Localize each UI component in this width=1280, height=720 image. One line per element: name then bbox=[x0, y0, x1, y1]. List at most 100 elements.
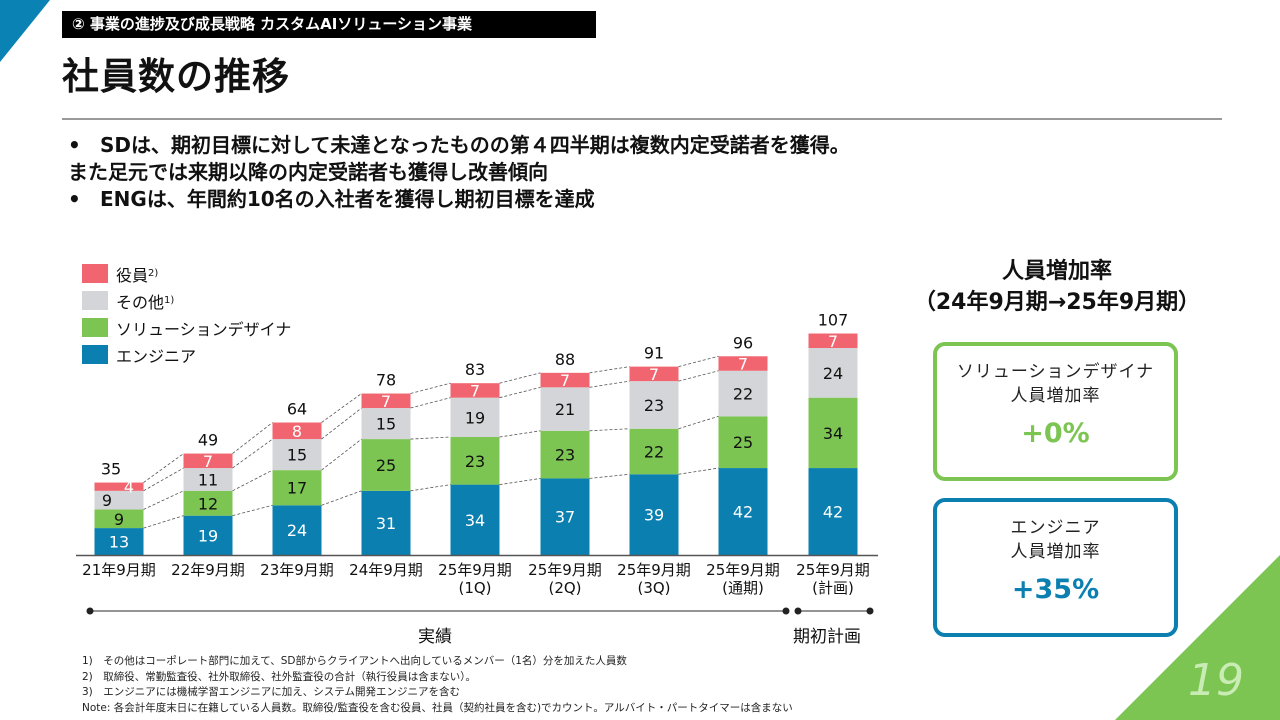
bar-segment-engineer bbox=[361, 490, 411, 555]
phase-endpoint-dot bbox=[794, 607, 802, 615]
connector-line bbox=[232, 469, 273, 492]
bar-segment-executive bbox=[629, 366, 679, 382]
connector-line bbox=[589, 380, 630, 388]
bar-segment-engineer bbox=[718, 468, 768, 555]
bar-segment-label: 31 bbox=[376, 514, 396, 533]
legend-label: ソリューションデザイナ bbox=[116, 319, 292, 339]
bar-segment-executive bbox=[94, 482, 144, 491]
bar-segment-label: 24 bbox=[823, 364, 843, 383]
bar-total-label: 78 bbox=[376, 371, 396, 390]
bar-segment-label: 23 bbox=[465, 452, 485, 471]
connector-line bbox=[410, 484, 451, 492]
bar-segment-solution-designer bbox=[629, 428, 679, 475]
x-tick-label: 22年9月期 bbox=[171, 561, 245, 579]
phase-label-plan: 期初計画 bbox=[793, 627, 861, 647]
x-tick-label: (通期) bbox=[722, 579, 764, 597]
corner-decoration-top-left bbox=[0, 0, 50, 62]
corner-decoration-bottom-right bbox=[1115, 555, 1280, 720]
footnote-3: 3) エンジニアには機械学習エンジニアに加え、システム開発エンジニアを含む bbox=[82, 686, 460, 698]
connector-line bbox=[589, 473, 630, 479]
bar-segment-label: 25 bbox=[376, 456, 396, 475]
bar-total-label: 96 bbox=[733, 333, 753, 352]
connector-line bbox=[410, 397, 451, 409]
bar-segment-engineer bbox=[629, 474, 679, 555]
bar-segment-solution-designer bbox=[361, 439, 411, 491]
bar-segment-label: 25 bbox=[733, 433, 753, 452]
bar-segment-label: 42 bbox=[733, 503, 753, 522]
x-tick-label: (3Q) bbox=[637, 579, 670, 597]
footnotes: 1) その他はコーポレート部門に加えて、SD部からクライアントへ出向しているメン… bbox=[82, 654, 793, 716]
bar-segment-label: 12 bbox=[198, 494, 218, 513]
bar-segment-solution-designer bbox=[272, 470, 322, 506]
connector-line bbox=[143, 453, 184, 483]
bar-segment-solution-designer bbox=[808, 397, 858, 469]
connector-line bbox=[143, 467, 184, 492]
bullet-text: ENGは、年間約10名の入社者を獲得し期初目標を達成 bbox=[100, 187, 595, 211]
bar-segment-solution-designer bbox=[183, 490, 233, 516]
bar-total-label: 83 bbox=[465, 360, 485, 379]
bar-total-label: 91 bbox=[644, 344, 664, 363]
bar-total-label: 107 bbox=[818, 311, 849, 330]
bar-segment-other bbox=[94, 490, 144, 510]
x-tick-label: 23年9月期 bbox=[260, 561, 334, 579]
bar-segment-label: 22 bbox=[733, 385, 753, 404]
bullet-dot: • bbox=[68, 187, 81, 211]
growth-card-value: +0% bbox=[1021, 418, 1090, 449]
bar-segment-other bbox=[808, 348, 858, 398]
x-tick-label: 25年9月期 bbox=[617, 561, 691, 579]
bar-segment-label: 21 bbox=[555, 400, 575, 419]
bar-segment-label: 7 bbox=[649, 365, 659, 384]
connector-line bbox=[499, 386, 541, 399]
legend-footnote-ref: 1) bbox=[164, 295, 175, 306]
connector-line bbox=[143, 490, 184, 510]
bar-total-label: 64 bbox=[287, 400, 307, 419]
bar-segment-executive bbox=[808, 333, 858, 348]
x-tick-label: 21年9月期 bbox=[82, 561, 156, 579]
footnote-1: 1) その他はコーポレート部門に加えて、SD部からクライアントへ出向しているメン… bbox=[82, 655, 627, 667]
phase-label-actual: 実績 bbox=[418, 627, 452, 647]
x-tick-label: 24年9月期 bbox=[349, 561, 423, 579]
legend-item-engineer: エンジニア bbox=[82, 341, 291, 368]
growth-card-value: +35% bbox=[1011, 574, 1100, 605]
bar-segment-label: 15 bbox=[376, 415, 396, 434]
x-tick-label: (計画) bbox=[812, 579, 854, 597]
bar-segment-executive bbox=[272, 422, 322, 440]
bar-segment-label: 11 bbox=[198, 470, 218, 489]
legend-item-executives: 役員 2) bbox=[82, 260, 291, 287]
page-title: 社員数の推移 bbox=[62, 55, 290, 98]
legend-label: エンジニア bbox=[116, 346, 197, 366]
bar-segment-executive bbox=[450, 383, 500, 398]
growth-rate-period: （24年9月期→25年9月期） bbox=[913, 290, 1201, 315]
legend-swatch bbox=[82, 291, 108, 310]
growth-card-caption: 人員増加率 bbox=[1010, 386, 1101, 406]
growth-card-solution-designer: ソリューションデザイナ 人員増加率 +0% bbox=[933, 342, 1178, 481]
bar-segment-label: 34 bbox=[465, 511, 485, 530]
connector-line bbox=[321, 393, 362, 423]
chart-legend: 役員 2) その他 1) ソリューションデザイナ エンジニア bbox=[82, 260, 291, 368]
bar-segment-other bbox=[450, 397, 500, 438]
connector-line bbox=[410, 382, 451, 394]
connector-line bbox=[410, 436, 451, 440]
bar-segment-other bbox=[272, 439, 322, 471]
bar-total-label: 35 bbox=[101, 460, 121, 479]
bar-segment-label: 7 bbox=[470, 381, 480, 400]
bar-segment-solution-designer bbox=[540, 430, 590, 479]
phase-endpoint-dot bbox=[866, 607, 874, 615]
bar-segment-label: 37 bbox=[555, 508, 575, 527]
bar-segment-label: 19 bbox=[465, 408, 485, 427]
bullet-dot: • bbox=[68, 133, 81, 157]
bar-segment-other bbox=[361, 408, 411, 440]
connector-line bbox=[678, 355, 719, 368]
bar-segment-label: 17 bbox=[287, 479, 307, 498]
bar-segment-engineer bbox=[540, 478, 590, 555]
footnote-note: Note: 各会計年度末日に在籍している人員数。取締役/監査役を含む役員、社員（… bbox=[82, 701, 793, 714]
bar-segment-label: 13 bbox=[109, 533, 129, 552]
connector-line bbox=[232, 422, 273, 454]
bar-segment-label: 39 bbox=[644, 506, 664, 525]
x-tick-label: (2Q) bbox=[548, 579, 581, 597]
connector-line bbox=[678, 415, 719, 430]
connector-line bbox=[499, 478, 541, 486]
connector-line bbox=[499, 372, 541, 384]
connector-line bbox=[589, 366, 630, 374]
legend-swatch bbox=[82, 264, 108, 283]
